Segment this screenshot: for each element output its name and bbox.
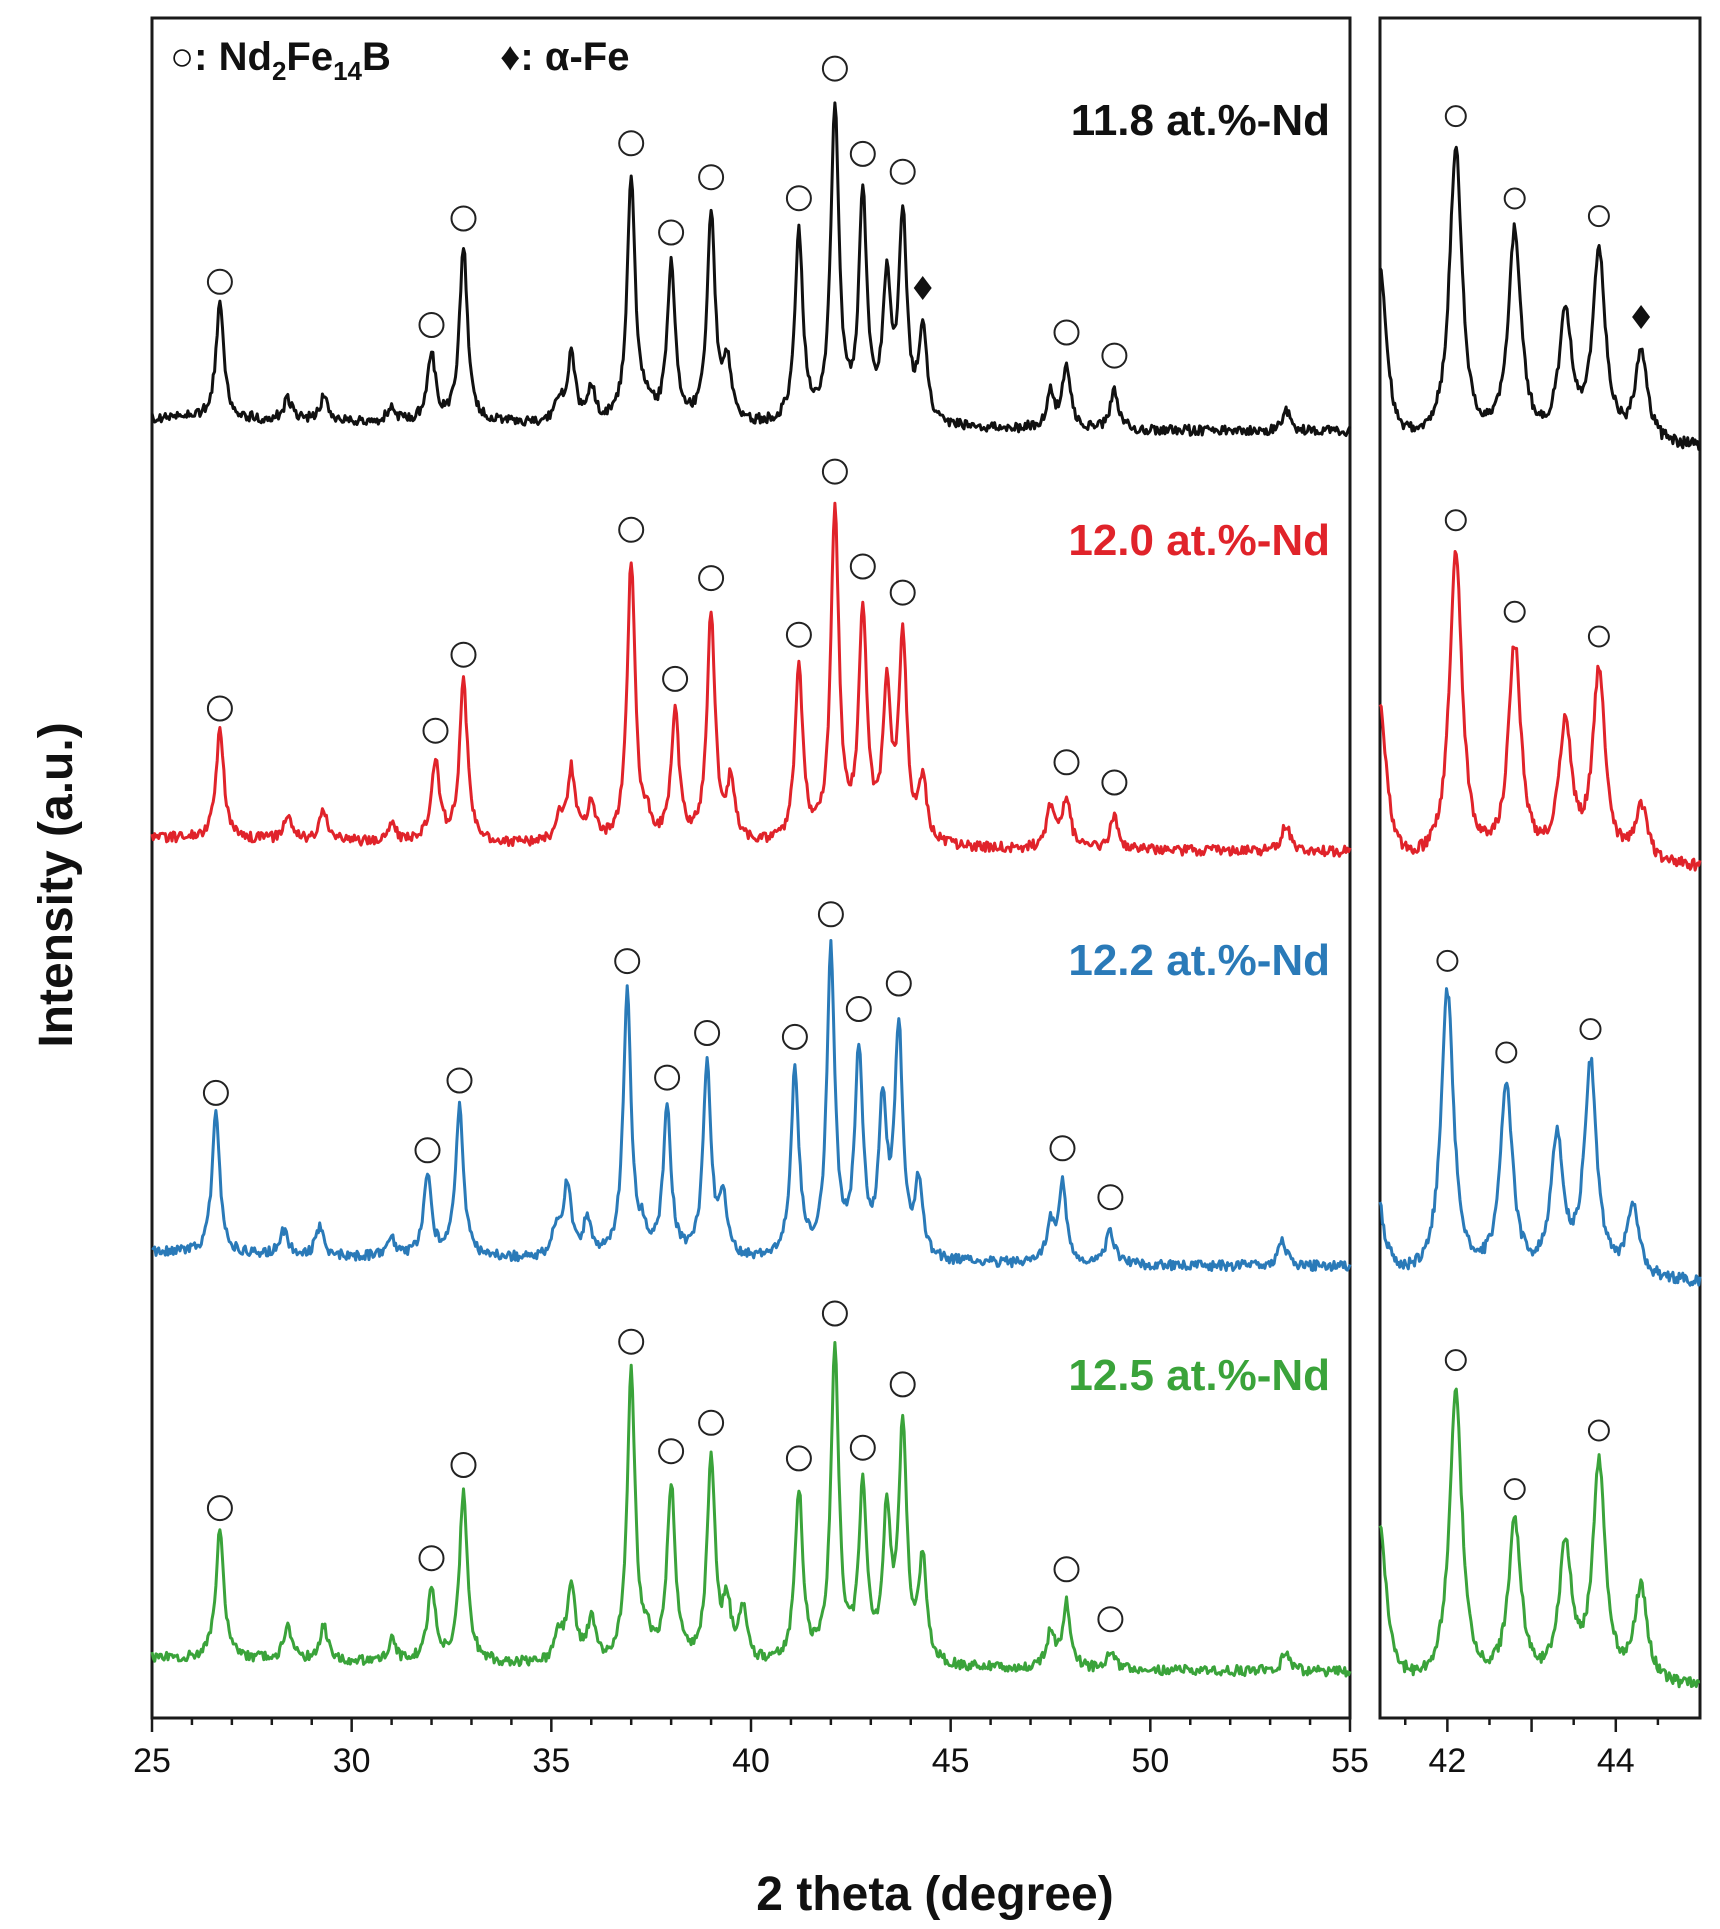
- nd2fe14b-marker: [202, 1079, 229, 1106]
- trace-inset-0: [1378, 145, 1701, 451]
- inset-panel-frame: [1378, 16, 1702, 1720]
- nd2fe14b-marker: [658, 1438, 685, 1465]
- x-tick-label: 30: [333, 1742, 371, 1780]
- nd2fe14b-marker: [662, 665, 689, 692]
- x-tick-label: 50: [1131, 1742, 1169, 1780]
- nd2fe14b-marker: [1101, 769, 1128, 796]
- ticks-layer: 25 30 35 40 45 50 55 42 44: [133, 1718, 1660, 1780]
- x-tick-label: 25: [133, 1742, 171, 1780]
- nd2fe14b-marker: [658, 219, 685, 246]
- nd2fe14b-marker: [781, 1023, 808, 1050]
- trace-inset-1: [1378, 550, 1702, 872]
- nd2fe14b-inset-marker: [1503, 600, 1526, 623]
- nd2fe14b-marker: [1053, 319, 1080, 346]
- nd2fe14b-marker: [422, 717, 449, 744]
- alpha-fe-inset-marker: [1632, 304, 1651, 329]
- nd2fe14b-marker: [614, 948, 641, 975]
- series-label-12-5: 12.5 at.%-Nd: [1068, 1351, 1330, 1400]
- nd2fe14b-inset-marker: [1444, 1349, 1467, 1372]
- nd2fe14b-marker: [206, 695, 233, 722]
- legend-alpha-fe: ♦: α-Fe: [500, 35, 629, 79]
- nd2fe14b-marker: [785, 621, 812, 648]
- nd2fe14b-marker: [698, 1409, 725, 1436]
- nd2fe14b-inset-marker: [1444, 509, 1467, 532]
- nd2fe14b-inset-marker: [1587, 625, 1610, 648]
- x-tick-label: 40: [732, 1742, 770, 1780]
- markers-layer: [202, 55, 1651, 1633]
- x-tick-label: 55: [1331, 1742, 1369, 1780]
- nd2fe14b-marker: [418, 1545, 445, 1572]
- nd2fe14b-inset-marker: [1503, 187, 1526, 210]
- nd2fe14b-marker: [618, 130, 645, 157]
- nd2fe14b-marker: [618, 1328, 645, 1355]
- nd2fe14b-marker: [618, 516, 645, 543]
- nd2fe14b-marker: [698, 565, 725, 592]
- nd2fe14b-inset-marker: [1495, 1041, 1518, 1064]
- trace-main-1: [150, 501, 1352, 858]
- nd2fe14b-inset-marker: [1436, 949, 1459, 972]
- legend: ○: Nd2Fe14B ♦: α-Fe: [170, 35, 629, 86]
- nd2fe14b-marker: [849, 553, 876, 580]
- nd2fe14b-marker: [1097, 1606, 1124, 1633]
- nd2fe14b-marker: [1097, 1184, 1124, 1211]
- nd2fe14b-marker: [889, 579, 916, 606]
- nd2fe14b-marker: [889, 158, 916, 185]
- nd2fe14b-inset-marker: [1587, 1419, 1610, 1442]
- nd2fe14b-marker: [1053, 749, 1080, 776]
- nd2fe14b-marker: [450, 205, 477, 232]
- nd2fe14b-inset-marker: [1444, 105, 1467, 128]
- nd2fe14b-marker: [817, 901, 844, 928]
- nd2fe14b-marker: [698, 164, 725, 191]
- alpha-fe-marker: [913, 275, 932, 300]
- nd2fe14b-marker: [418, 312, 445, 338]
- inset-x-tick-label: 42: [1428, 1742, 1466, 1780]
- traces-layer: [150, 101, 1702, 1689]
- nd2fe14b-marker: [821, 458, 848, 485]
- nd2fe14b-marker: [1053, 1556, 1080, 1583]
- series-label-12-2: 12.2 at.%-Nd: [1068, 936, 1330, 985]
- series-label-11-8: 11.8 at.%-Nd: [1071, 96, 1330, 145]
- nd2fe14b-marker: [885, 970, 912, 997]
- nd2fe14b-marker: [849, 1434, 876, 1461]
- x-tick-label: 35: [532, 1742, 570, 1780]
- nd2fe14b-marker: [821, 1300, 848, 1327]
- nd2fe14b-marker: [446, 1067, 473, 1094]
- inset-x-tick-label: 44: [1597, 1742, 1635, 1780]
- nd2fe14b-marker: [785, 1445, 812, 1472]
- y-axis-title: Intensity (a.u.): [30, 722, 83, 1047]
- series-label-12-0: 12.0 at.%-Nd: [1068, 516, 1330, 565]
- legend-nd2fe14b: ○: Nd2Fe14B: [170, 35, 391, 86]
- nd2fe14b-marker: [414, 1137, 441, 1164]
- nd2fe14b-marker: [1101, 342, 1128, 369]
- nd2fe14b-marker: [889, 1371, 916, 1398]
- trace-main-0: [150, 101, 1352, 437]
- trace-inset-2: [1378, 987, 1702, 1287]
- trace-inset-3: [1378, 1387, 1701, 1689]
- nd2fe14b-marker: [785, 185, 812, 212]
- nd2fe14b-marker: [654, 1064, 681, 1091]
- nd2fe14b-inset-marker: [1587, 205, 1610, 228]
- nd2fe14b-marker: [450, 641, 477, 668]
- nd2fe14b-marker: [1049, 1135, 1076, 1162]
- nd2fe14b-marker: [450, 1452, 477, 1478]
- trace-main-2: [151, 939, 1352, 1272]
- nd2fe14b-inset-marker: [1579, 1018, 1602, 1041]
- nd2fe14b-marker: [206, 268, 233, 295]
- nd2fe14b-inset-marker: [1503, 1478, 1526, 1501]
- x-tick-label: 45: [932, 1742, 970, 1780]
- trace-main-3: [150, 1341, 1352, 1678]
- nd2fe14b-marker: [845, 996, 872, 1022]
- main-panel-frame: [150, 16, 1352, 1720]
- x-axis-title: 2 theta (degree): [756, 1868, 1113, 1921]
- nd2fe14b-marker: [821, 55, 848, 82]
- nd2fe14b-marker: [206, 1495, 233, 1522]
- nd2fe14b-marker: [694, 1020, 721, 1046]
- nd2fe14b-marker: [849, 140, 876, 167]
